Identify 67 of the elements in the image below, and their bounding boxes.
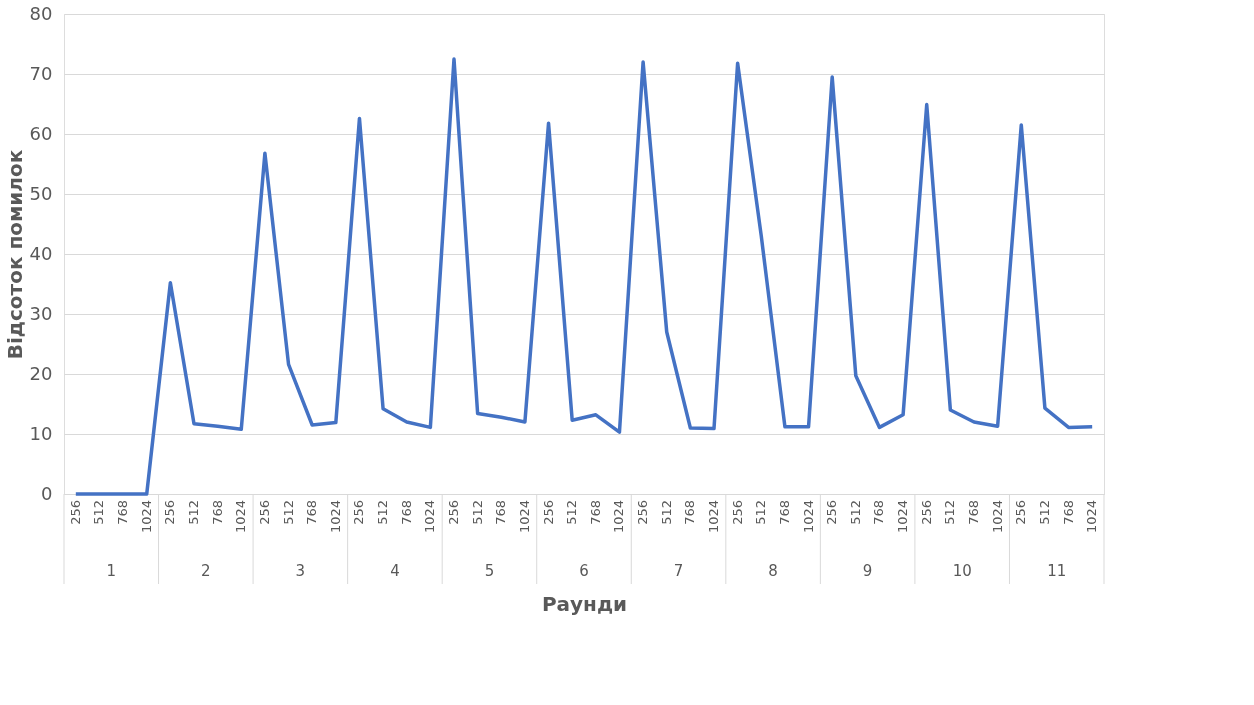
x-tick-label: 768: [776, 500, 792, 525]
x-tick-label: 1024: [327, 500, 343, 534]
x-tick-label: 512: [658, 500, 674, 525]
x-tick-label: 512: [942, 500, 958, 525]
x-tick-label: 768: [1060, 500, 1076, 525]
x-tick-label: 256: [540, 500, 556, 525]
x-tick-label: 768: [493, 500, 509, 525]
y-tick-label: 70: [29, 62, 53, 84]
x-tick-label: 256: [635, 500, 651, 525]
x-tick-label: 1024: [611, 500, 627, 534]
x-tick-label: 256: [729, 500, 745, 525]
x-tick-label: 256: [918, 500, 934, 525]
x-tick-label: 512: [564, 500, 580, 525]
text: 5: [484, 562, 495, 580]
x-tick-label: 256: [256, 500, 272, 525]
y-tick-label: 80: [29, 2, 53, 24]
x-tick-label: 256: [824, 500, 840, 525]
x-tick-label: 1024: [138, 500, 154, 534]
x-tick-label: 1024: [895, 500, 911, 534]
x-tick-label: 256: [67, 500, 83, 525]
x-tick-label: 512: [375, 500, 391, 525]
text: 10: [952, 562, 972, 580]
y-tick-label: 30: [29, 302, 53, 324]
x-tick-label: 1024: [989, 500, 1005, 534]
x-tick-label: 768: [304, 500, 320, 525]
x-tick-label: 512: [186, 500, 201, 525]
text: 11: [1047, 562, 1067, 580]
text: 2: [201, 562, 211, 580]
x-tick-label: 1024: [800, 500, 816, 534]
text: 9: [862, 562, 873, 580]
x-tick-label: 768: [398, 500, 414, 525]
y-tick-label: 40: [29, 242, 53, 264]
text: 1: [106, 562, 117, 580]
x-tick-label: 512: [280, 500, 296, 525]
x-tick-label: 768: [966, 500, 981, 525]
x-tick-label: 256: [162, 500, 178, 525]
x-tick-label: 256: [1013, 500, 1029, 525]
y-tick-label: 0: [41, 482, 53, 504]
y-tick-label: 60: [29, 122, 53, 144]
x-tick-label: 256: [446, 500, 461, 525]
x-tick-label: 512: [91, 500, 107, 525]
x-tick-label: 1024: [422, 500, 438, 534]
y-axis-title: Відсоток помилок: [2, 149, 27, 360]
x-tick-label: 768: [587, 500, 603, 525]
x-tick-label: 512: [847, 500, 863, 525]
x-tick-label: 768: [115, 500, 131, 525]
text: 8: [768, 562, 778, 580]
x-axis-title: Раунди: [541, 591, 628, 616]
text: 6: [579, 562, 589, 580]
x-tick-label: 768: [871, 500, 887, 525]
line-series: [74, 57, 1094, 496]
x-tick-label: 768: [209, 500, 225, 525]
x-tick-label: 256: [351, 500, 367, 525]
y-tick-label: 50: [29, 182, 53, 204]
y-tick-label: 20: [29, 362, 53, 384]
x-tick-label: 1024: [706, 500, 721, 534]
text: 4: [390, 562, 400, 580]
x-tick-label: 1024: [1084, 500, 1100, 534]
x-tick-label: 512: [753, 500, 769, 525]
x-tick-label: 512: [469, 500, 485, 525]
y-tick-label: 10: [29, 422, 53, 444]
x-tick-label: 1024: [233, 500, 249, 534]
text: 3: [295, 562, 306, 580]
x-tick-label: 768: [682, 500, 698, 525]
text: 7: [673, 562, 684, 580]
x-tick-label: 512: [1036, 500, 1052, 525]
x-tick-label: 1024: [516, 500, 532, 534]
